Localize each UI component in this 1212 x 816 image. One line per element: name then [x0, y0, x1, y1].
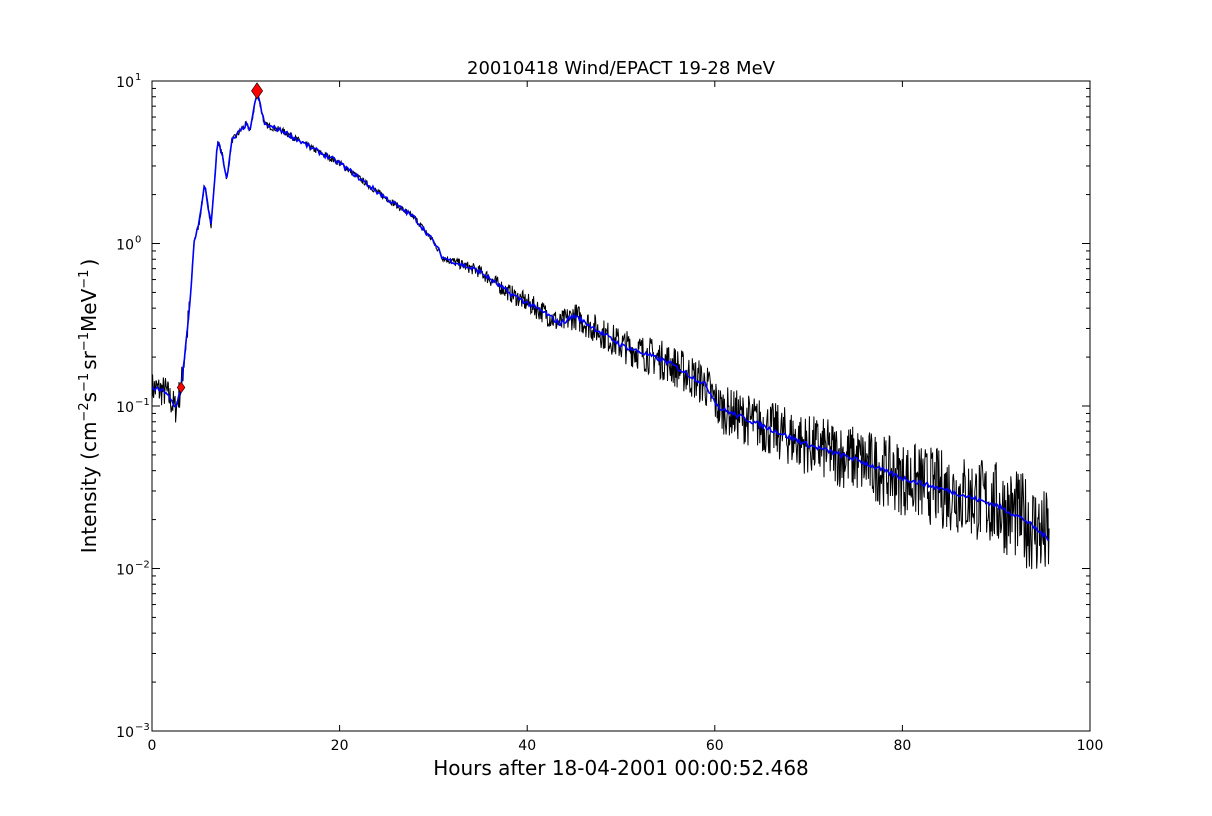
- x-tick-label: 20: [331, 738, 349, 754]
- y-tick-label: 10: [116, 238, 134, 254]
- diamond-marker-0: [176, 381, 186, 394]
- chart-title: 20010418 Wind/EPACT 19-28 MeV: [467, 58, 776, 79]
- diamond-marker-1: [251, 82, 264, 100]
- x-tick-label: 0: [148, 738, 157, 754]
- y-tick-exponent: 0: [135, 235, 141, 246]
- x-axis-label: Hours after 18-04-2001 00:00:52.468: [433, 756, 809, 780]
- y-tick-exponent: −2: [135, 560, 150, 571]
- y-tick-label: 10: [116, 563, 134, 579]
- y-tick-exponent: −3: [135, 722, 150, 733]
- x-tick-label: 40: [518, 738, 536, 754]
- y-axis-label: Intensity (cm−2s−1sr−1MeV−1): [77, 259, 101, 554]
- plot-area: [151, 82, 1050, 570]
- y-tick-label: 10: [116, 400, 134, 416]
- x-tick-label: 100: [1077, 738, 1104, 754]
- series-line-raw: [151, 89, 1050, 570]
- y-tick-label: 10: [116, 725, 134, 741]
- x-tick-label: 80: [893, 738, 911, 754]
- y-tick-label: 10: [116, 75, 134, 91]
- y-tick-exponent: −1: [135, 397, 150, 408]
- axes-frame: [151, 80, 1091, 732]
- x-tick-label: 60: [706, 738, 724, 754]
- y-tick-exponent: 1: [135, 72, 141, 83]
- series-line-smoothed: [151, 89, 1050, 542]
